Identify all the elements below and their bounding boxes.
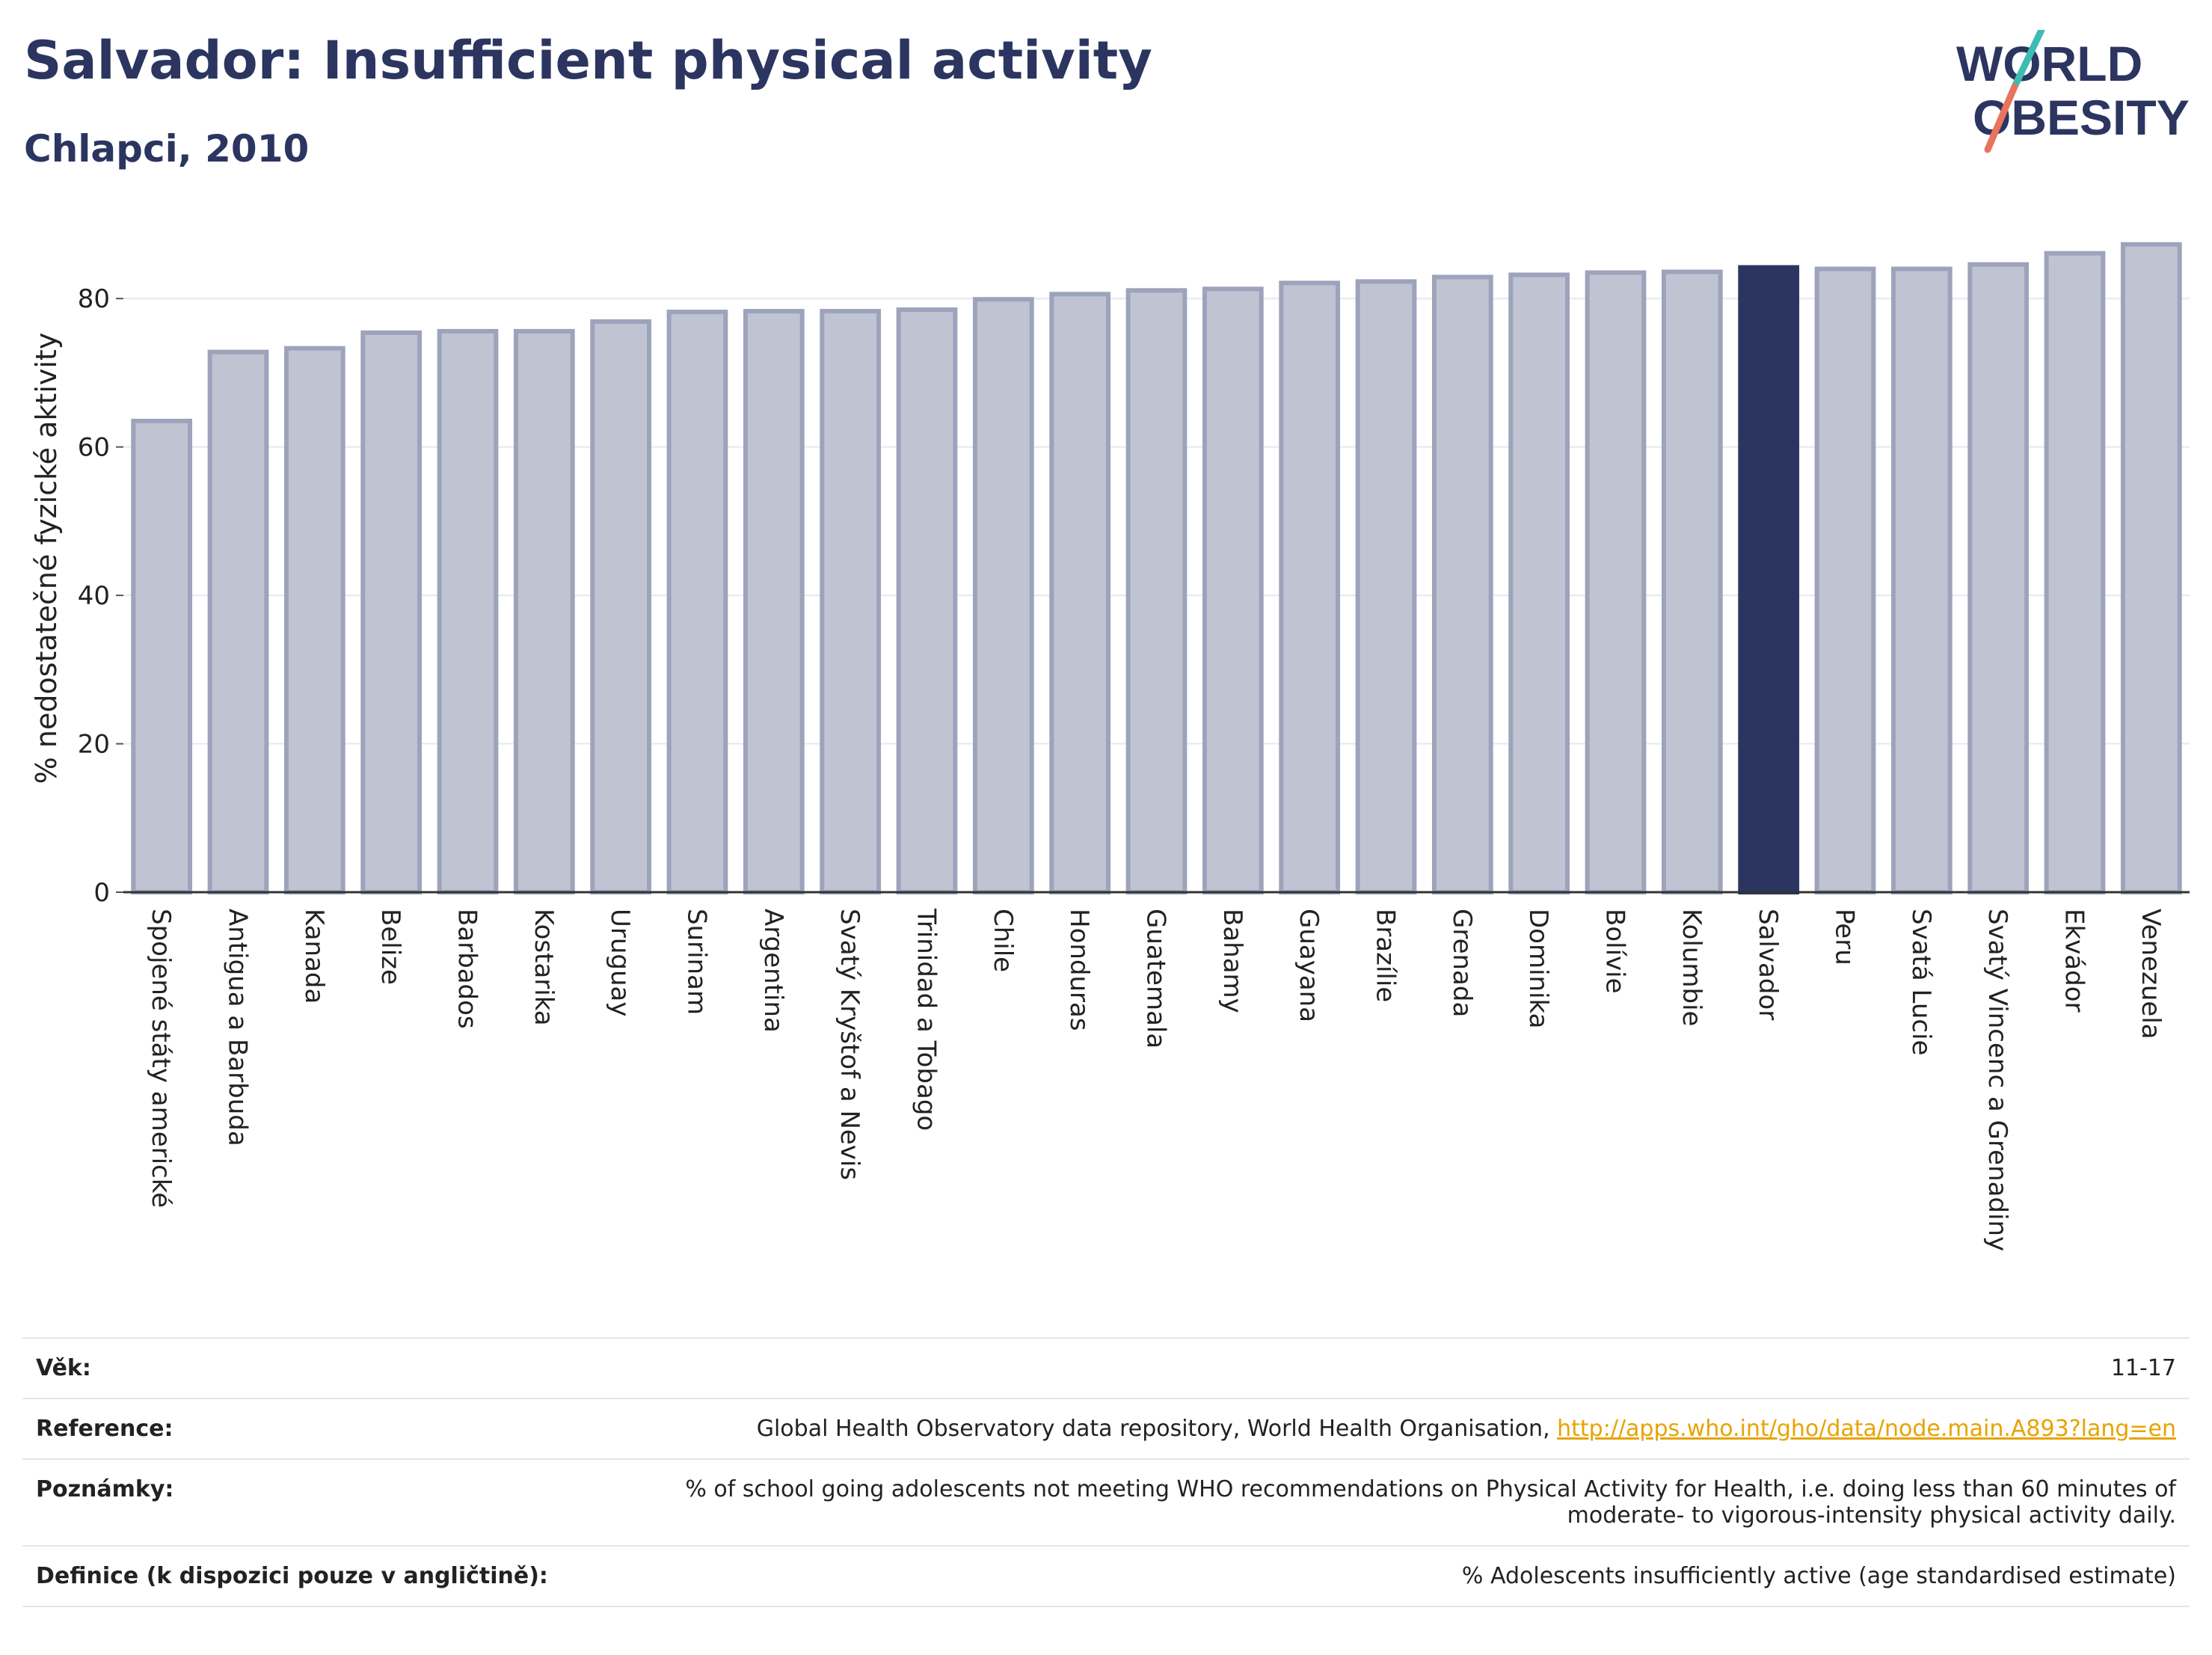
meta-value: Global Health Observatory data repositor…: [561, 1398, 2190, 1459]
logo-slash-coral: [1984, 83, 2018, 153]
bar-grenada: [1431, 274, 1493, 895]
bar-kostarika: [513, 328, 575, 894]
bar-svatý-vincenc-a-grenadiny: [1967, 262, 2030, 894]
chart-title: Salvador: Insufficient physical activity: [24, 30, 1152, 91]
bar-chile: [972, 297, 1034, 895]
x-tick-label: Venezuela: [2136, 909, 2166, 1040]
bar-belize: [360, 330, 423, 894]
y-tick-label: 80: [78, 284, 110, 314]
bar-uruguay: [590, 319, 652, 894]
x-tick-label: Salvador: [1753, 909, 1783, 1020]
meta-label: Poznámky:: [22, 1458, 562, 1546]
bar-bolívie: [1585, 270, 1647, 894]
bar-venezuela: [2120, 242, 2182, 895]
x-tick-label: Kolumbie: [1677, 909, 1706, 1026]
bar-peru: [1814, 266, 1876, 894]
x-tick-label: Argentina: [758, 909, 788, 1033]
logo-slash-teal: [2011, 30, 2045, 90]
bar-guayana: [1279, 280, 1341, 894]
world-obesity-logo: WORLD OBESITY: [1956, 30, 2190, 153]
x-tick-label: Barbados: [452, 909, 482, 1029]
meta-row-age: Věk: 11-17: [22, 1337, 2190, 1398]
x-tick-label: Grenada: [1447, 909, 1477, 1017]
chart-subtitle: Chlapci, 2010: [24, 127, 310, 171]
bar-kolumbie: [1661, 269, 1723, 895]
x-tick-label: Bahamy: [1217, 909, 1247, 1013]
x-tick-label: Svatá Lucie: [1906, 909, 1936, 1055]
bar-brazílie: [1355, 279, 1417, 894]
x-tick-label: Surinam: [682, 909, 712, 1015]
bar-spojené-státy-americké: [131, 418, 193, 894]
x-tick-label: Ekvádor: [2059, 909, 2089, 1013]
y-tick-label: 40: [78, 581, 110, 611]
x-tick-label: Honduras: [1064, 909, 1094, 1031]
x-tick-label: Kanada: [299, 909, 329, 1004]
metadata-table: Věk: 11-17 Reference: Global Health Obse…: [22, 1337, 2190, 1607]
x-tick-label: Antigua a Barbuda: [223, 909, 253, 1146]
bar-kanada: [283, 346, 345, 894]
meta-label: Definice (k dispozici pouze v angličtině…: [22, 1545, 562, 1607]
bar-trinidad-a-tobago: [896, 307, 958, 895]
y-tick-label: 20: [78, 730, 110, 760]
x-tick-label: Trinidad a Tobago: [912, 908, 941, 1131]
x-tick-label: Belize: [375, 909, 405, 985]
meta-label: Reference:: [22, 1398, 562, 1459]
x-tick-label: Guatemala: [1141, 909, 1171, 1048]
bar-dominika: [1508, 272, 1570, 894]
meta-value: % of school going adolescents not meetin…: [561, 1458, 2190, 1546]
bar-bahamy: [1202, 286, 1264, 895]
y-tick-label: 60: [78, 433, 110, 463]
logo-text-world: WORLD: [1956, 36, 2142, 91]
bar-barbados: [437, 328, 499, 894]
meta-row-reference: Reference: Global Health Observatory dat…: [22, 1398, 2190, 1459]
reference-text: Global Health Observatory data repositor…: [756, 1416, 1558, 1442]
bar-honduras: [1049, 292, 1111, 895]
bar-argentina: [743, 309, 805, 894]
meta-value: % Adolescents insufficiently active (age…: [561, 1545, 2190, 1607]
y-tick-label: 0: [93, 878, 110, 908]
x-tick-label: Chile: [988, 909, 1018, 972]
bar-ekvádor: [2044, 251, 2106, 894]
x-tick-label: Uruguay: [605, 909, 635, 1017]
x-tick-label: Svatý Kryštof a Nevis: [835, 909, 864, 1180]
bar-surinam: [666, 310, 728, 894]
bar-salvador: [1738, 265, 1800, 894]
bar-svatá-lucie: [1890, 266, 1953, 894]
x-tick-label: Peru: [1830, 909, 1860, 965]
bar-chart: 0 20 40 60 80 % nedostatečné fyzické aktivity…: [30, 242, 2190, 1251]
reference-link[interactable]: http://apps.who.int/gho/data/node.main.A…: [1557, 1416, 2176, 1442]
x-tick-label: Svatý Vincenc a Grenadiny: [1982, 909, 2012, 1251]
x-tick-label: Brazílie: [1371, 909, 1401, 1002]
meta-row-definition: Definice (k dispozici pouze v angličtině…: [22, 1545, 2190, 1607]
bar-svatý-kryštof-a-nevis: [820, 309, 882, 894]
x-tick-label: Guayana: [1294, 909, 1324, 1022]
meta-value: 11-17: [561, 1337, 2190, 1398]
bar-antigua-a-barbuda: [207, 349, 269, 894]
meta-row-notes: Poznámky: % of school going adolescents …: [22, 1458, 2190, 1546]
y-axis-label: % nedostatečné fyzické aktivity: [30, 333, 63, 784]
meta-label: Věk:: [22, 1337, 562, 1398]
x-tick-label: Dominika: [1523, 909, 1553, 1028]
x-tick-label: Kostarika: [529, 909, 559, 1026]
bar-guatemala: [1125, 288, 1188, 894]
x-tick-label: Spojené státy americké: [146, 909, 176, 1208]
x-tick-label: Bolívie: [1600, 909, 1630, 994]
